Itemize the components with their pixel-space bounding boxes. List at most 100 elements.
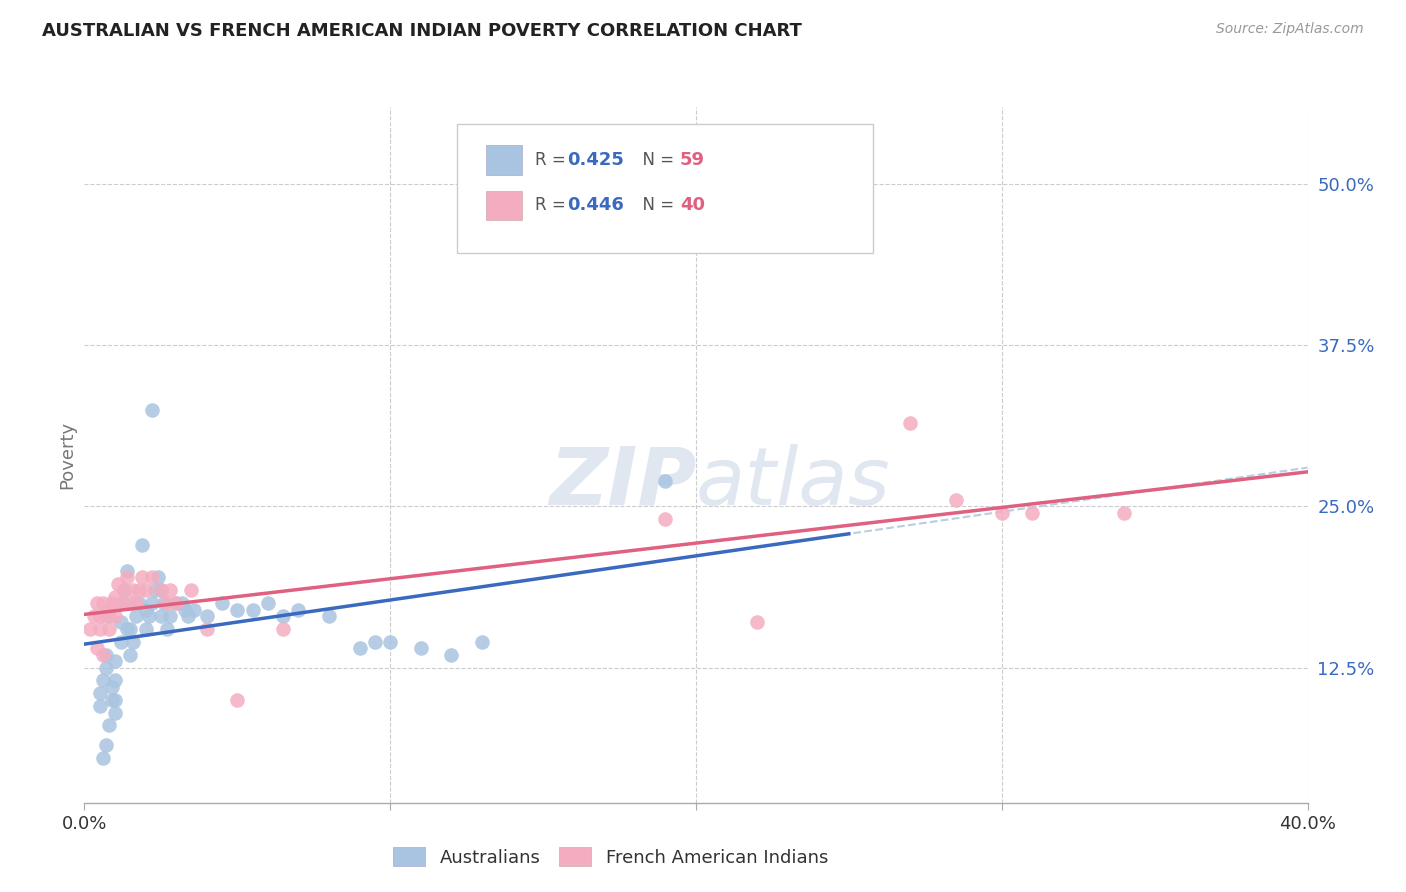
Point [86, 641, 108, 656]
Point [135, 602, 157, 616]
Point [86, 596, 108, 610]
Point [97, 602, 120, 616]
Point [138, 609, 160, 624]
Point [83, 609, 105, 624]
Point [159, 583, 181, 598]
Point [135, 622, 157, 636]
Text: 59: 59 [681, 151, 704, 169]
Bar [485, 145, 522, 175]
Point [146, 570, 169, 584]
Point [125, 596, 148, 610]
Point [226, 692, 249, 706]
Point [107, 576, 129, 591]
Point [159, 609, 181, 624]
Point [271, 622, 294, 636]
Point [141, 402, 163, 417]
Point [79, 622, 101, 636]
Point [94, 660, 117, 674]
Point [226, 602, 249, 616]
Point [898, 416, 921, 430]
Point [91, 673, 114, 688]
Point [141, 570, 163, 584]
Point [1114, 506, 1136, 520]
Point [89, 686, 111, 700]
Point [97, 718, 120, 732]
Point [174, 602, 197, 616]
Point [177, 609, 200, 624]
Point [89, 609, 111, 624]
Point [91, 750, 114, 764]
FancyBboxPatch shape [457, 124, 873, 253]
Point [654, 474, 676, 488]
Point [349, 641, 371, 656]
Text: atlas: atlas [696, 443, 891, 522]
Point [180, 583, 202, 598]
Point [318, 609, 340, 624]
Point [257, 596, 280, 610]
Text: ZIP: ZIP [548, 443, 696, 522]
Point [135, 583, 157, 598]
Point [128, 583, 150, 598]
Point [747, 615, 769, 630]
Point [115, 564, 138, 578]
Point [471, 634, 494, 648]
Point [101, 596, 124, 610]
Point [122, 634, 145, 648]
Text: N =: N = [633, 151, 679, 169]
Point [141, 596, 163, 610]
Point [122, 583, 145, 598]
Point [195, 622, 218, 636]
Point [156, 622, 179, 636]
Point [242, 602, 264, 616]
Point [183, 602, 205, 616]
Point [287, 602, 309, 616]
Point [991, 506, 1014, 520]
Point [120, 648, 142, 662]
Point [89, 699, 111, 714]
Text: Source: ZipAtlas.com: Source: ZipAtlas.com [1216, 22, 1364, 37]
Point [91, 648, 114, 662]
Text: 0.446: 0.446 [568, 196, 624, 214]
Point [131, 538, 153, 552]
Point [97, 622, 120, 636]
Point [195, 609, 218, 624]
Point [120, 596, 142, 610]
Text: 40: 40 [681, 196, 704, 214]
Point [101, 680, 124, 694]
Point [104, 706, 127, 720]
Point [131, 570, 153, 584]
Point [654, 512, 676, 526]
Text: 0.425: 0.425 [568, 151, 624, 169]
Point [110, 634, 132, 648]
Legend: Australians, French American Indians: Australians, French American Indians [385, 840, 835, 874]
Point [153, 596, 176, 610]
Point [91, 596, 114, 610]
Point [97, 609, 120, 624]
Point [104, 654, 127, 668]
Text: R =: R = [534, 151, 571, 169]
Point [1021, 506, 1043, 520]
Point [172, 596, 194, 610]
Point [211, 596, 233, 610]
Point [89, 622, 111, 636]
Point [165, 596, 187, 610]
Point [149, 609, 172, 624]
Point [120, 622, 142, 636]
Point [128, 596, 150, 610]
Point [271, 609, 294, 624]
Point [94, 609, 117, 624]
Point [115, 570, 138, 584]
Point [364, 634, 387, 648]
Point [110, 596, 132, 610]
Point [945, 493, 967, 508]
Point [440, 648, 463, 662]
Y-axis label: Poverty: Poverty [58, 421, 76, 489]
Point [104, 590, 127, 604]
Point [143, 583, 166, 598]
Point [149, 583, 172, 598]
Point [380, 634, 402, 648]
Point [110, 615, 132, 630]
Point [104, 609, 127, 624]
Text: R =: R = [534, 196, 571, 214]
Point [94, 738, 117, 752]
